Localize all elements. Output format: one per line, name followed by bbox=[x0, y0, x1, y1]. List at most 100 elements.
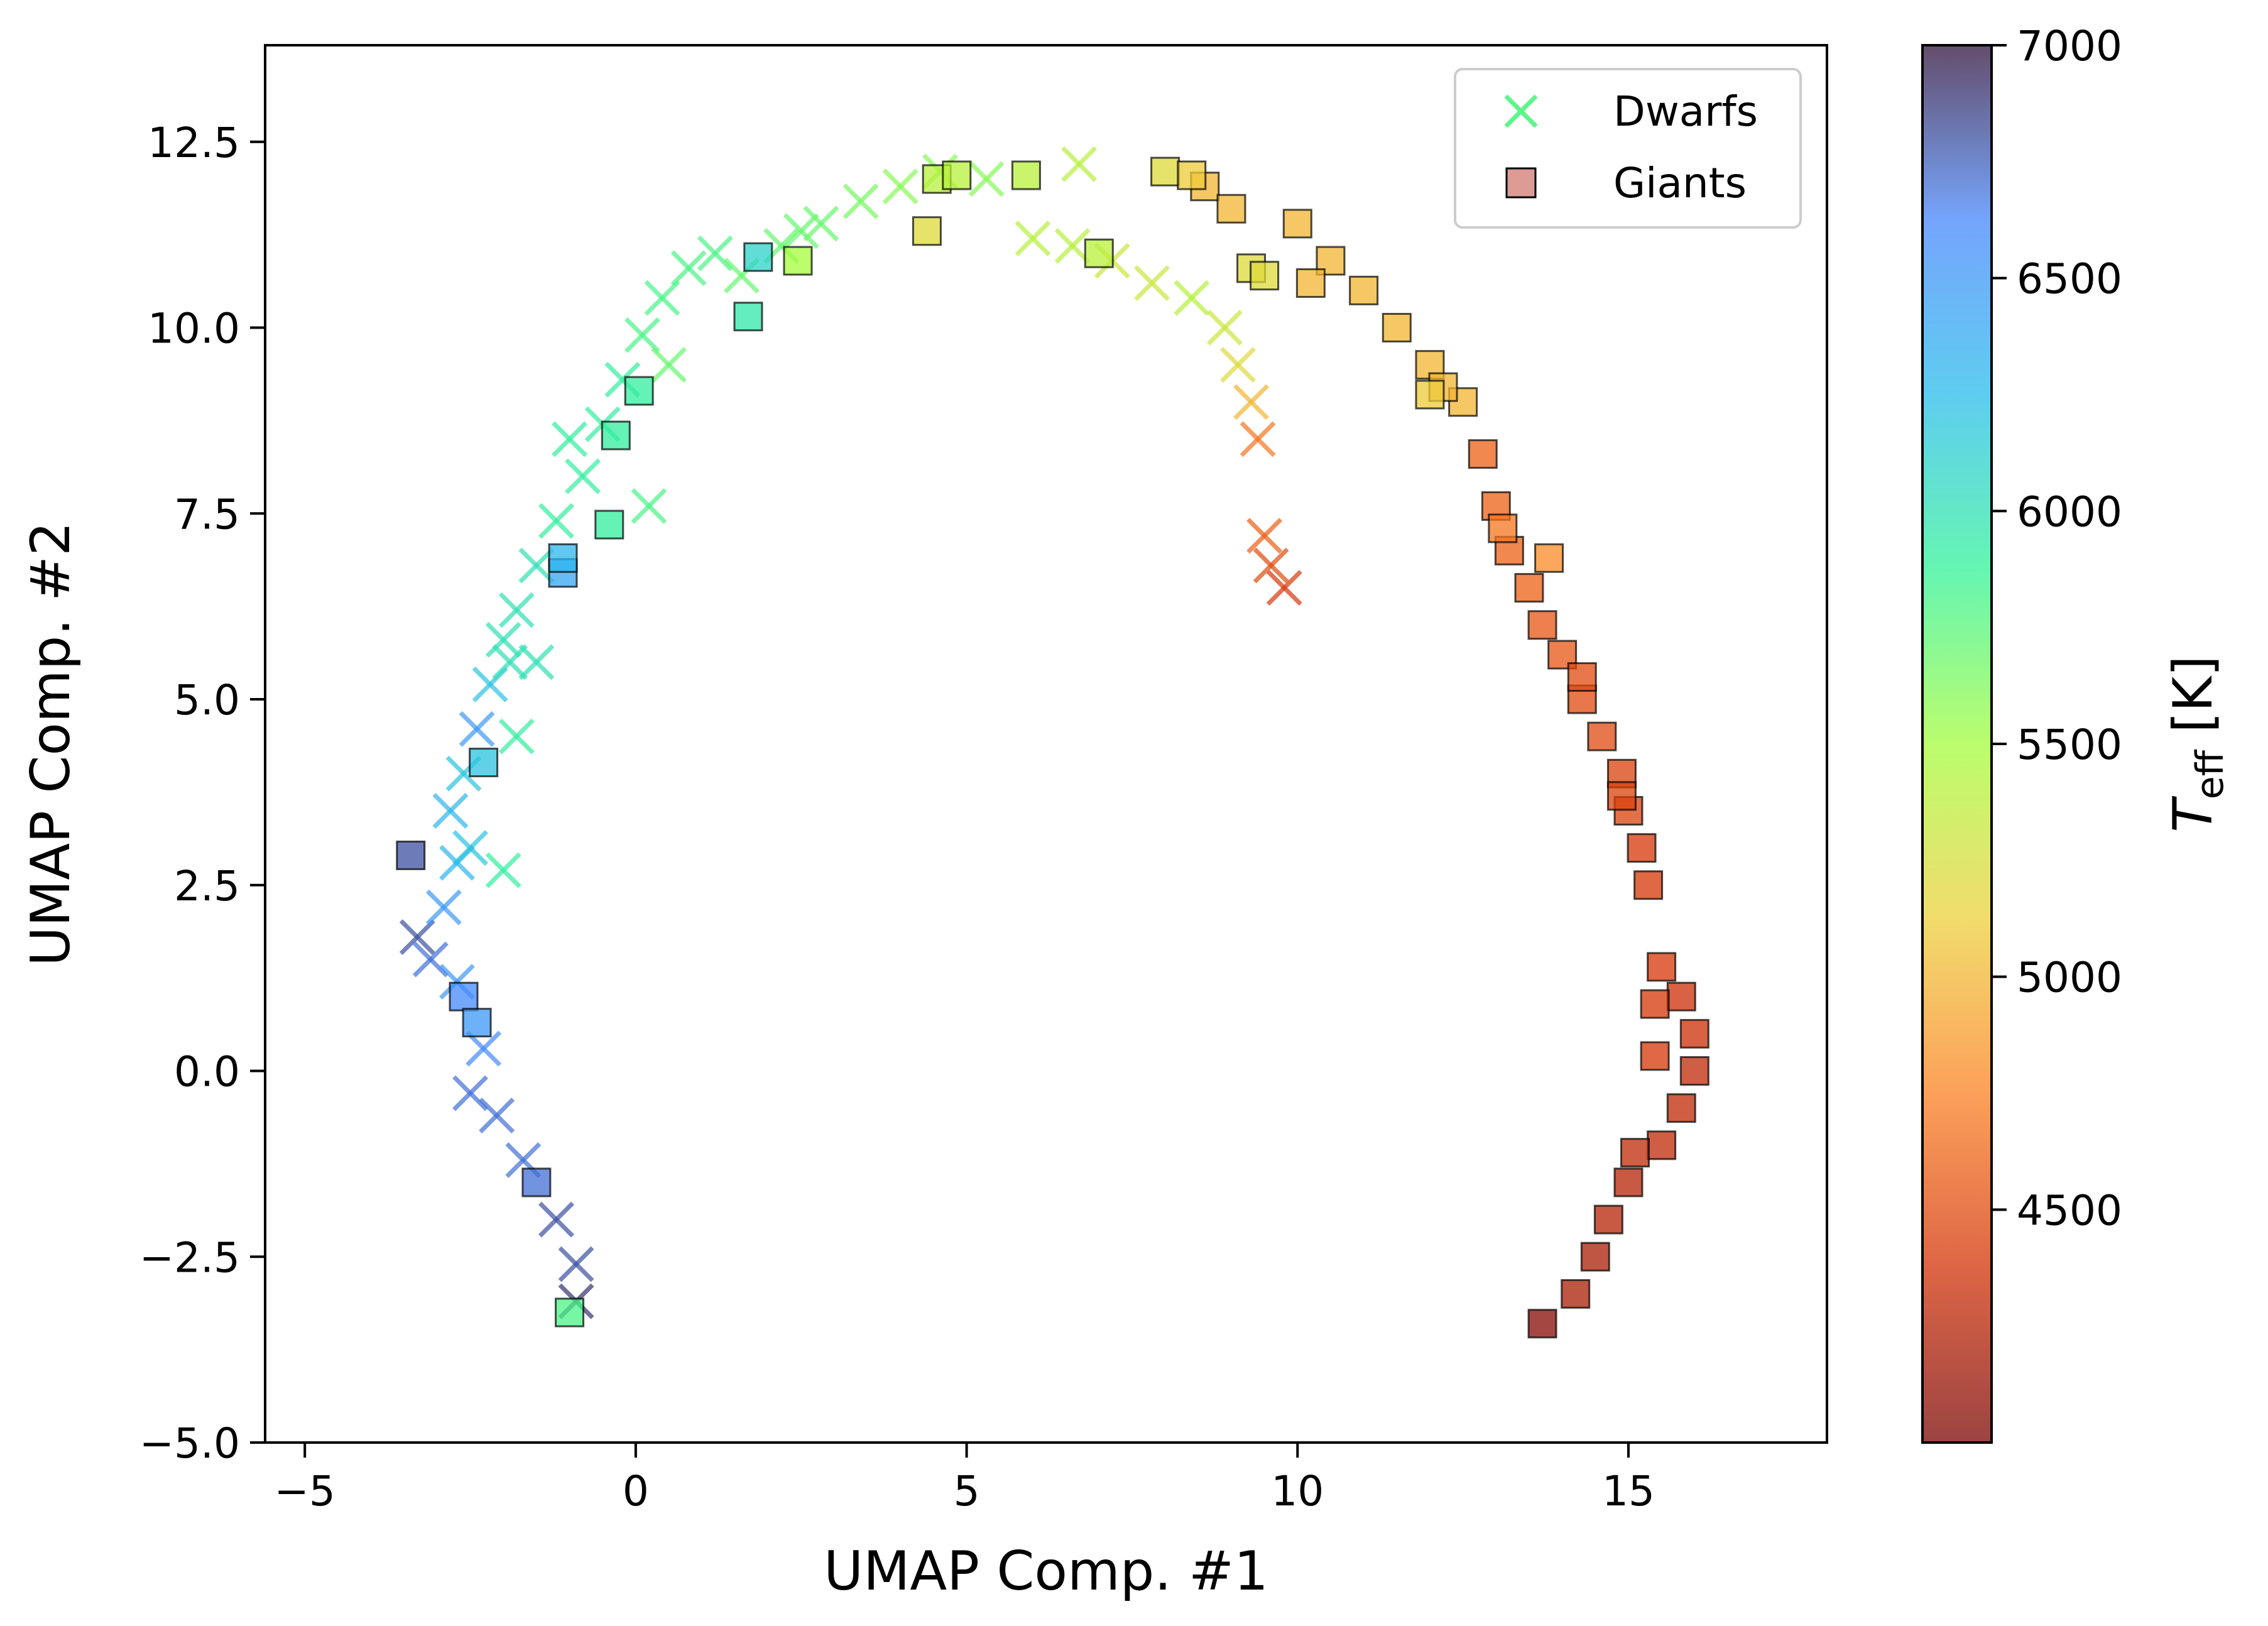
y-tick-label: 2.5 bbox=[174, 862, 240, 910]
legend-label-dwarfs: Dwarfs bbox=[1613, 87, 1758, 136]
giant-point bbox=[1580, 1241, 1610, 1272]
legend-giant-marker bbox=[1505, 167, 1537, 199]
giant-point bbox=[1468, 439, 1498, 469]
dwarf-point bbox=[399, 919, 435, 956]
colorbar-tick-label: 5000 bbox=[2017, 954, 2122, 1002]
giant-point bbox=[1640, 989, 1670, 1019]
dwarf-point bbox=[783, 213, 819, 249]
dwarf-point bbox=[452, 1075, 489, 1111]
dwarf-point bbox=[1246, 518, 1283, 554]
dwarf-point bbox=[432, 792, 469, 829]
dwarf-point bbox=[558, 1246, 594, 1282]
giant-point bbox=[912, 216, 942, 246]
giant-point bbox=[1514, 573, 1544, 603]
giant-point bbox=[1382, 313, 1412, 343]
colorbar-gradient bbox=[1922, 45, 1992, 1443]
giant-point bbox=[548, 543, 578, 573]
dwarf-point bbox=[565, 458, 601, 494]
giant-point bbox=[462, 1008, 492, 1038]
dwarf-point bbox=[485, 852, 521, 888]
giant-point bbox=[1613, 1167, 1644, 1198]
dwarf-point bbox=[459, 711, 495, 747]
dwarf-point bbox=[452, 830, 489, 866]
colorbar-ticks: 4500 5000 5500 6000 6500 7000 bbox=[1992, 22, 2122, 1235]
x-tick-label: 0 bbox=[623, 1467, 649, 1515]
giant-point bbox=[1587, 721, 1617, 751]
dwarf-point bbox=[651, 347, 687, 383]
giant-point bbox=[469, 748, 499, 778]
colorbar-label-sub: eff bbox=[2188, 749, 2232, 799]
dwarf-point bbox=[631, 488, 667, 524]
giant-point bbox=[1011, 160, 1041, 190]
colorbar-tick-label: 6000 bbox=[2017, 488, 2122, 536]
giant-point bbox=[1282, 209, 1312, 239]
giant-point bbox=[1534, 543, 1564, 573]
dwarf-point bbox=[803, 205, 839, 242]
y-tick-label: 7.5 bbox=[174, 490, 240, 538]
y-tick-label: −5.0 bbox=[139, 1419, 240, 1468]
legend-label-giants: Giants bbox=[1613, 159, 1747, 207]
giant-point bbox=[1666, 981, 1696, 1012]
giant-point bbox=[601, 420, 631, 450]
dwarf-point bbox=[518, 644, 555, 680]
dwarf-point bbox=[624, 317, 660, 353]
giant-point bbox=[1527, 610, 1557, 640]
giant-point bbox=[1606, 781, 1637, 811]
giant-point bbox=[1640, 1041, 1670, 1071]
giant-point bbox=[783, 246, 813, 276]
giant-point bbox=[1316, 246, 1346, 276]
giant-point bbox=[743, 242, 773, 272]
giant-point bbox=[1488, 513, 1518, 543]
giant-point bbox=[1561, 1279, 1591, 1309]
giant-point bbox=[594, 510, 624, 540]
giant-point bbox=[1627, 833, 1657, 863]
giant-point bbox=[1084, 238, 1114, 268]
legend: Dwarfs Giants bbox=[1454, 68, 1802, 229]
x-tick-label: 10 bbox=[1271, 1467, 1324, 1515]
colorbar-label-main: T bbox=[2162, 795, 2225, 832]
giant-point bbox=[1415, 379, 1445, 410]
dwarf-point bbox=[670, 250, 707, 286]
giant-point bbox=[942, 160, 972, 190]
dwarf-point bbox=[1233, 384, 1270, 420]
dwarf-point bbox=[552, 421, 588, 457]
data-points bbox=[396, 146, 1709, 1339]
giant-point bbox=[1567, 662, 1597, 692]
y-tick-label: 12.5 bbox=[148, 119, 240, 167]
dwarf-point bbox=[1240, 421, 1276, 457]
dwarf-point bbox=[644, 280, 680, 316]
giant-point bbox=[1647, 952, 1677, 982]
dwarf-point bbox=[425, 889, 462, 925]
giant-point bbox=[449, 981, 479, 1012]
giant-point bbox=[1633, 870, 1664, 900]
y-tick-label: −2.5 bbox=[139, 1233, 240, 1282]
giant-point bbox=[1216, 194, 1246, 224]
giant-point bbox=[1448, 387, 1478, 417]
dwarf-point bbox=[412, 941, 449, 978]
dwarf-point bbox=[968, 161, 1005, 197]
colorbar-label-unit: [K] bbox=[2162, 655, 2225, 750]
giant-point bbox=[1177, 160, 1207, 190]
dwarf-point bbox=[538, 1201, 574, 1238]
x-tick-label: 15 bbox=[1602, 1467, 1655, 1515]
plot-frame bbox=[264, 44, 1828, 1444]
y-tick-label: 0.0 bbox=[174, 1048, 240, 1096]
dwarf-point bbox=[1174, 280, 1210, 316]
dwarf-point bbox=[492, 644, 528, 680]
giant-point bbox=[1679, 1018, 1709, 1049]
dwarf-point bbox=[485, 621, 521, 658]
colorbar-tick-label: 6500 bbox=[2017, 255, 2122, 303]
giant-point bbox=[1349, 275, 1379, 305]
colorbar: 4500 5000 5500 6000 6500 7000 Teff [K] bbox=[1921, 22, 2232, 1444]
x-tick-label: 5 bbox=[954, 1467, 980, 1515]
legend-dwarf-stroke bbox=[1504, 94, 1538, 128]
y-axis-label: UMAP Comp. #2 bbox=[19, 521, 82, 966]
giant-point bbox=[1150, 156, 1180, 187]
dwarf-point bbox=[1253, 547, 1289, 584]
dwarf-point bbox=[882, 168, 919, 205]
dwarf-point bbox=[1134, 265, 1170, 302]
giant-point bbox=[1295, 268, 1326, 298]
giant-point bbox=[521, 1167, 552, 1198]
dwarf-point bbox=[1266, 570, 1302, 606]
y-tick-label: 10.0 bbox=[148, 305, 240, 353]
